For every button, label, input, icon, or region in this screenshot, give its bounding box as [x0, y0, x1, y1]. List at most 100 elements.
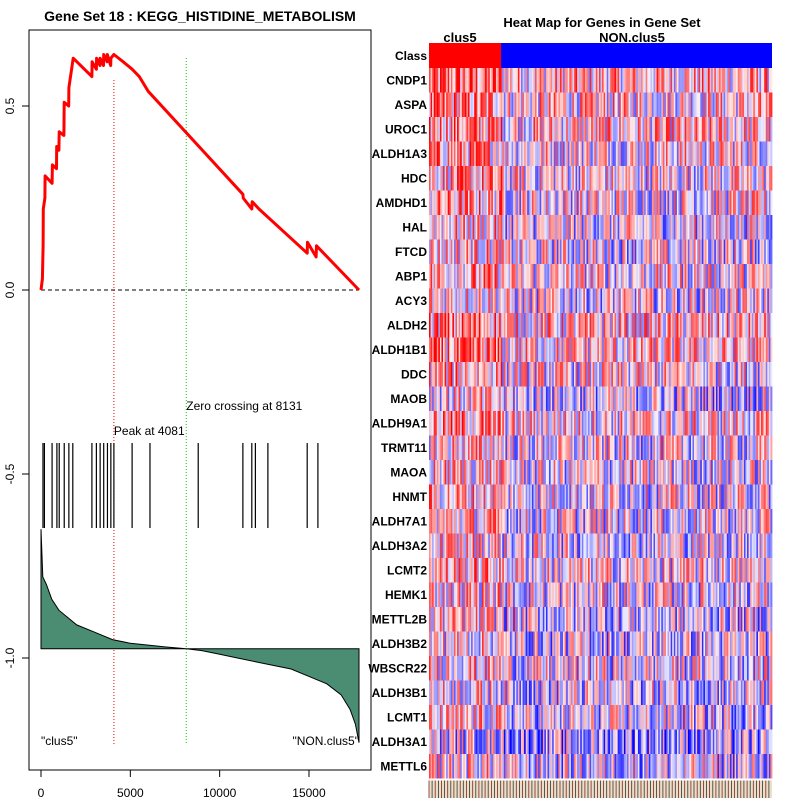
heatmap-cell — [608, 460, 611, 485]
heatmap-cell — [631, 509, 634, 534]
heatmap-cell — [575, 313, 578, 338]
heatmap-cell — [530, 582, 533, 607]
heatmap-cell — [542, 117, 545, 142]
heatmap-cell — [520, 558, 523, 583]
heatmap-cell — [433, 558, 436, 583]
heatmap-cell — [438, 117, 441, 142]
heatmap-cell — [561, 435, 564, 460]
heatmap-cell — [584, 533, 587, 558]
heatmap-cell — [511, 264, 514, 289]
heatmap-cell — [464, 190, 467, 215]
heatmap-cell — [712, 288, 715, 313]
heatmap-cell — [578, 460, 581, 485]
heatmap-cell — [545, 92, 548, 117]
heatmap-cell — [556, 215, 559, 240]
heatmap-cell — [633, 533, 636, 558]
heatmap-cell — [658, 239, 661, 264]
heatmap-cell — [725, 558, 728, 583]
heatmap-cell — [650, 313, 653, 338]
heatmap-cell — [736, 411, 739, 436]
heatmap-cell — [662, 190, 665, 215]
heatmap-cell — [762, 141, 765, 166]
heatmap-cell — [761, 484, 764, 509]
heatmap-cell — [653, 190, 656, 215]
heatmap-cell — [664, 411, 667, 436]
heatmap-cell — [497, 288, 500, 313]
heatmap-cell — [488, 484, 491, 509]
heatmap-cell — [606, 313, 609, 338]
heatmap-cell — [486, 558, 489, 583]
heatmap-cell — [619, 533, 622, 558]
heatmap-cell — [492, 166, 495, 191]
heatmap-cell — [463, 582, 466, 607]
heatmap-cell — [563, 92, 566, 117]
heatmap-cell — [489, 117, 492, 142]
heatmap-cell — [633, 264, 636, 289]
heatmap-cell — [552, 558, 555, 583]
heatmap-cell — [726, 509, 729, 534]
heatmap-cell — [620, 362, 623, 387]
heatmap-cell — [559, 92, 562, 117]
heatmap-cell — [753, 362, 756, 387]
heatmap-cell — [449, 582, 452, 607]
heatmap-cell — [483, 533, 486, 558]
heatmap-cell — [500, 190, 503, 215]
heatmap-cell — [559, 582, 562, 607]
heatmap-cell — [547, 460, 550, 485]
heatmap-cell — [673, 215, 676, 240]
heatmap-cell — [768, 435, 771, 460]
heatmap-cell — [681, 190, 684, 215]
heatmap-cell — [647, 411, 650, 436]
heatmap-cell — [506, 68, 509, 93]
heatmap-cell — [552, 166, 555, 191]
heatmap-cell — [527, 533, 530, 558]
heatmap-cell — [753, 215, 756, 240]
heatmap-cell — [449, 264, 452, 289]
heatmap-cell — [483, 166, 486, 191]
heatmap-cell — [530, 484, 533, 509]
heatmap-cell — [491, 313, 494, 338]
heatmap-cell — [751, 215, 754, 240]
heatmap-cell — [475, 117, 478, 142]
heatmap-cell — [704, 337, 707, 362]
heatmap-cell — [589, 117, 592, 142]
heatmap-cell — [768, 68, 771, 93]
heatmap-cell — [528, 558, 531, 583]
heatmap-cell — [439, 68, 442, 93]
heatmap-cell — [703, 582, 706, 607]
heatmap-cell — [572, 190, 575, 215]
heatmap-cell — [541, 411, 544, 436]
heatmap-cell — [665, 117, 668, 142]
heatmap-cell — [747, 288, 750, 313]
heatmap-cell — [449, 190, 452, 215]
heatmap-row — [429, 337, 773, 362]
heatmap-cell — [704, 582, 707, 607]
heatmap-cell — [701, 509, 704, 534]
heatmap-cell — [525, 435, 528, 460]
heatmap-cell — [616, 190, 619, 215]
heatmap-cell — [483, 92, 486, 117]
heatmap-cell — [737, 215, 740, 240]
heatmap-cell — [541, 484, 544, 509]
heatmap-cell — [617, 117, 620, 142]
heatmap-cell — [575, 68, 578, 93]
heatmap-cell — [658, 411, 661, 436]
heatmap-cell — [572, 68, 575, 93]
heatmap-cell — [503, 68, 506, 93]
heatmap-cell — [714, 215, 717, 240]
heatmap-cell — [491, 337, 494, 362]
heatmap-cell — [706, 92, 709, 117]
heatmap-cell — [676, 411, 679, 436]
heatmap-cell — [614, 386, 617, 411]
heatmap-cell — [623, 288, 626, 313]
heatmap-cell — [574, 288, 576, 313]
heatmap-cell — [592, 337, 595, 362]
heatmap-cell — [639, 117, 642, 142]
heatmap-cell — [751, 533, 754, 558]
heatmap-cell — [471, 215, 474, 240]
heatmap-cell — [761, 362, 764, 387]
heatmap-cell — [673, 239, 676, 264]
heatmap-cell — [446, 68, 449, 93]
heatmap-cell — [689, 166, 692, 191]
heatmap-cell — [762, 288, 765, 313]
